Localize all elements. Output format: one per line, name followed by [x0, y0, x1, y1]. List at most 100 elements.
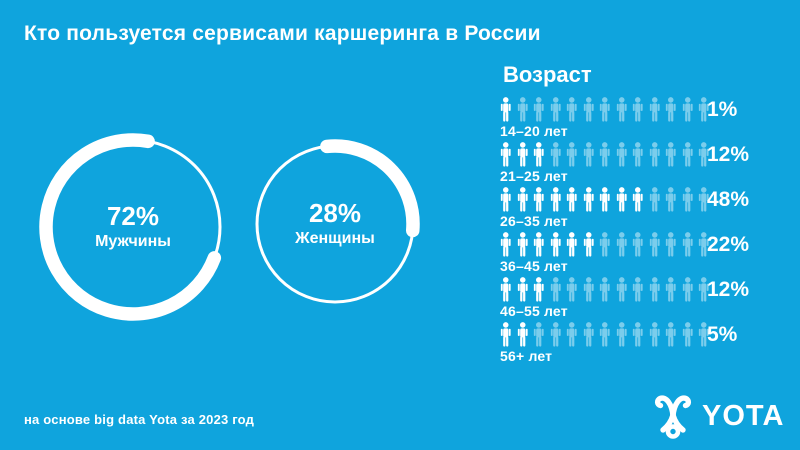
age-icon-strip — [500, 187, 790, 213]
person-icon — [599, 97, 610, 122]
donut-center-men: 72% Мужчины — [38, 132, 228, 322]
yota-logo: YOTA — [650, 391, 785, 439]
age-range-label: 56+ лет — [500, 348, 553, 364]
person-icon — [682, 142, 693, 167]
person-icon — [533, 187, 544, 212]
age-range-label: 21–25 лет — [500, 168, 568, 184]
person-icon — [517, 277, 528, 302]
age-row: 36–45 лет 22% — [500, 232, 790, 277]
person-icon — [665, 232, 676, 257]
person-icon — [517, 187, 528, 212]
person-icon — [550, 142, 561, 167]
person-icon — [698, 322, 709, 347]
donut-ring-men — [39, 133, 222, 321]
person-icon — [517, 232, 528, 257]
age-percent: 1% — [707, 98, 738, 121]
person-icon — [517, 322, 528, 347]
person-icon — [500, 232, 511, 257]
age-range-label: 46–55 лет — [500, 303, 568, 319]
person-icon — [698, 232, 709, 257]
person-icon — [533, 277, 544, 302]
age-row: 21–25 лет 12% — [500, 142, 790, 187]
age-row: 46–55 лет 12% — [500, 277, 790, 322]
person-icon — [533, 322, 544, 347]
age-range-label: 36–45 лет — [500, 258, 568, 274]
age-icon-strip — [500, 142, 790, 168]
donut-percent-men: 72% — [106, 201, 160, 232]
age-percent: 22% — [707, 233, 750, 256]
person-icon — [566, 322, 577, 347]
person-icon — [583, 142, 594, 167]
person-icon — [665, 322, 676, 347]
person-icon — [665, 142, 676, 167]
person-icon — [665, 277, 676, 302]
person-icon — [599, 142, 610, 167]
age-percent: 48% — [707, 188, 750, 211]
person-icon — [649, 142, 660, 167]
person-icon — [682, 187, 693, 212]
person-icon — [632, 232, 643, 257]
person-icon — [616, 277, 627, 302]
person-icon — [649, 277, 660, 302]
person-icon — [583, 277, 594, 302]
person-icon — [632, 187, 643, 212]
donut-label-women: Женщины — [295, 229, 375, 247]
person-icon — [599, 322, 610, 347]
person-icon — [682, 322, 693, 347]
donut-ring-women — [255, 139, 420, 304]
person-icon — [632, 142, 643, 167]
person-icon — [616, 142, 627, 167]
person-icon — [599, 187, 610, 212]
person-icon — [533, 142, 544, 167]
donut-label-men: Мужчины — [95, 232, 171, 250]
person-icon — [500, 322, 511, 347]
person-icon — [632, 97, 643, 122]
person-icon — [616, 97, 627, 122]
person-icon — [698, 97, 709, 122]
age-percent: 12% — [707, 278, 750, 301]
person-icon — [616, 187, 627, 212]
page-title: Кто пользуется сервисами каршеринга в Ро… — [24, 22, 541, 45]
person-icon — [533, 97, 544, 122]
person-icon — [599, 232, 610, 257]
person-icon — [517, 97, 528, 122]
donut-center-women: 28% Женщины — [249, 138, 421, 310]
age-icon-strip — [500, 232, 790, 258]
yota-logo-icon — [654, 395, 692, 439]
age-icon-strip — [500, 322, 790, 348]
person-icon — [616, 322, 627, 347]
age-section-title: Возраст — [503, 62, 592, 87]
person-icon — [616, 232, 627, 257]
person-icon — [649, 187, 660, 212]
age-row: 26–35 лет 48% — [500, 187, 790, 232]
person-icon — [550, 277, 561, 302]
person-icon — [682, 232, 693, 257]
age-percent: 5% — [707, 323, 738, 346]
donut-percent-women: 28% — [308, 198, 362, 229]
age-pictogram-chart: 14–20 лет 1% 21–25 лет 12% 26–35 лет 48% 36–45… — [500, 97, 790, 367]
age-icon-strip — [500, 277, 790, 303]
person-icon — [566, 187, 577, 212]
age-range-label: 26–35 лет — [500, 213, 568, 229]
yota-logo-text: YOTA — [702, 400, 785, 432]
person-icon — [500, 187, 511, 212]
person-icon — [566, 277, 577, 302]
person-icon — [517, 142, 528, 167]
donut-chart-men: 72% Мужчины — [38, 132, 228, 322]
person-icon — [665, 187, 676, 212]
person-icon — [682, 277, 693, 302]
person-icon — [566, 142, 577, 167]
person-icon — [583, 97, 594, 122]
person-icon — [566, 97, 577, 122]
person-icon — [500, 142, 511, 167]
person-icon — [583, 322, 594, 347]
person-icon — [632, 322, 643, 347]
person-icon — [550, 97, 561, 122]
age-row: 56+ лет 5% — [500, 322, 790, 367]
person-icon — [599, 277, 610, 302]
person-icon — [649, 232, 660, 257]
person-icon — [698, 277, 709, 302]
person-icon — [583, 187, 594, 212]
person-icon — [550, 322, 561, 347]
